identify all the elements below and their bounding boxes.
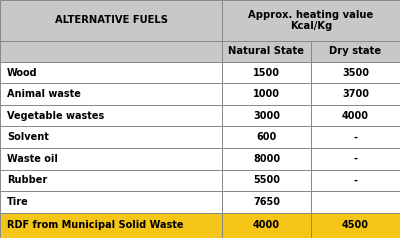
Text: RDF from Municipal Solid Waste: RDF from Municipal Solid Waste xyxy=(7,220,184,230)
Bar xyxy=(0,126,222,148)
Text: 3500: 3500 xyxy=(342,68,369,78)
Text: Animal waste: Animal waste xyxy=(7,89,81,99)
Bar xyxy=(311,126,400,148)
Bar xyxy=(0,83,222,105)
Bar xyxy=(222,170,311,191)
Bar xyxy=(311,105,400,126)
Bar xyxy=(222,191,311,213)
Text: 600: 600 xyxy=(256,132,277,142)
Text: Wood: Wood xyxy=(7,68,38,78)
Text: 5500: 5500 xyxy=(253,175,280,185)
Text: Approx. heating value
Kcal/Kg: Approx. heating value Kcal/Kg xyxy=(248,10,374,31)
Bar xyxy=(222,62,311,83)
Text: 8000: 8000 xyxy=(253,154,280,164)
Text: Dry state: Dry state xyxy=(330,46,382,56)
Bar xyxy=(311,213,400,238)
Bar xyxy=(0,148,222,170)
Text: ALTERNATIVE FUELS: ALTERNATIVE FUELS xyxy=(54,15,168,25)
Bar xyxy=(222,0,400,41)
Bar xyxy=(0,41,222,62)
Text: 3000: 3000 xyxy=(253,111,280,121)
Bar xyxy=(311,191,400,213)
Text: -: - xyxy=(354,154,358,164)
Bar xyxy=(0,0,222,41)
Text: Rubber: Rubber xyxy=(7,175,48,185)
Text: Natural State: Natural State xyxy=(228,46,304,56)
Bar xyxy=(0,170,222,191)
Bar xyxy=(0,213,222,238)
Bar xyxy=(222,213,311,238)
Text: 3700: 3700 xyxy=(342,89,369,99)
Text: 1000: 1000 xyxy=(253,89,280,99)
Text: Solvent: Solvent xyxy=(7,132,49,142)
Bar xyxy=(311,62,400,83)
Text: 4500: 4500 xyxy=(342,220,369,230)
Bar xyxy=(222,105,311,126)
Text: 1500: 1500 xyxy=(253,68,280,78)
Bar xyxy=(222,148,311,170)
Text: 4000: 4000 xyxy=(342,111,369,121)
Bar xyxy=(0,62,222,83)
Bar xyxy=(311,170,400,191)
Bar xyxy=(222,83,311,105)
Text: Waste oil: Waste oil xyxy=(7,154,58,164)
Bar xyxy=(222,126,311,148)
Text: -: - xyxy=(354,175,358,185)
Text: -: - xyxy=(354,132,358,142)
Bar xyxy=(222,41,311,62)
Bar xyxy=(311,83,400,105)
Bar xyxy=(0,105,222,126)
Text: 7650: 7650 xyxy=(253,197,280,207)
Bar xyxy=(311,41,400,62)
Text: 4000: 4000 xyxy=(253,220,280,230)
Text: Vegetable wastes: Vegetable wastes xyxy=(7,111,104,121)
Bar xyxy=(311,148,400,170)
Text: Tire: Tire xyxy=(7,197,29,207)
Bar xyxy=(0,191,222,213)
